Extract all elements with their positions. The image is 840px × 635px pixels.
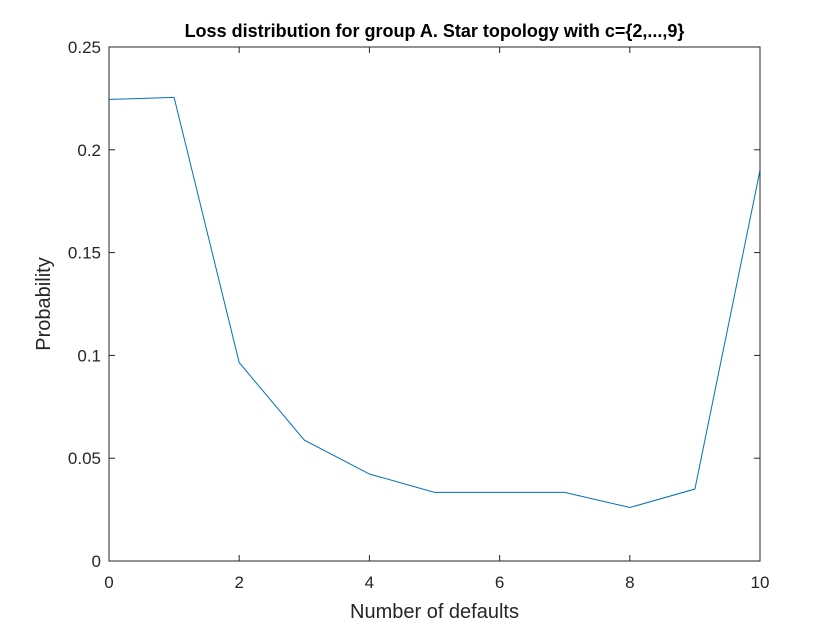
y-tick-label: 0.15 [68,244,101,263]
x-axis-label: Number of defaults [350,601,519,623]
y-tick-label: 0.05 [68,449,101,468]
axes-box [108,46,761,562]
axes-layer [108,46,761,562]
x-tick-label: 6 [495,573,504,592]
y-tick-label: 0.2 [77,141,101,160]
ticks-layer: 0 2 4 6 8 10 0 0.05 0.1 0.15 0.2 0.25 [68,38,770,592]
x-tick-label: 8 [625,573,634,592]
x-tick-label: 10 [751,573,770,592]
y-tick-label: 0.1 [77,346,101,365]
y-tick-label: 0.25 [68,38,101,57]
y-tick-label: 0 [92,552,101,571]
chart-title: Loss distribution for group A. Star topo… [185,21,685,41]
x-tick-label: 2 [234,573,243,592]
x-tick-label: 0 [104,573,113,592]
plot-area [109,47,760,561]
y-axis-label: Probability [33,257,55,350]
series-line [108,96,761,509]
x-tick-label: 4 [365,573,374,592]
series-layer [108,96,761,509]
